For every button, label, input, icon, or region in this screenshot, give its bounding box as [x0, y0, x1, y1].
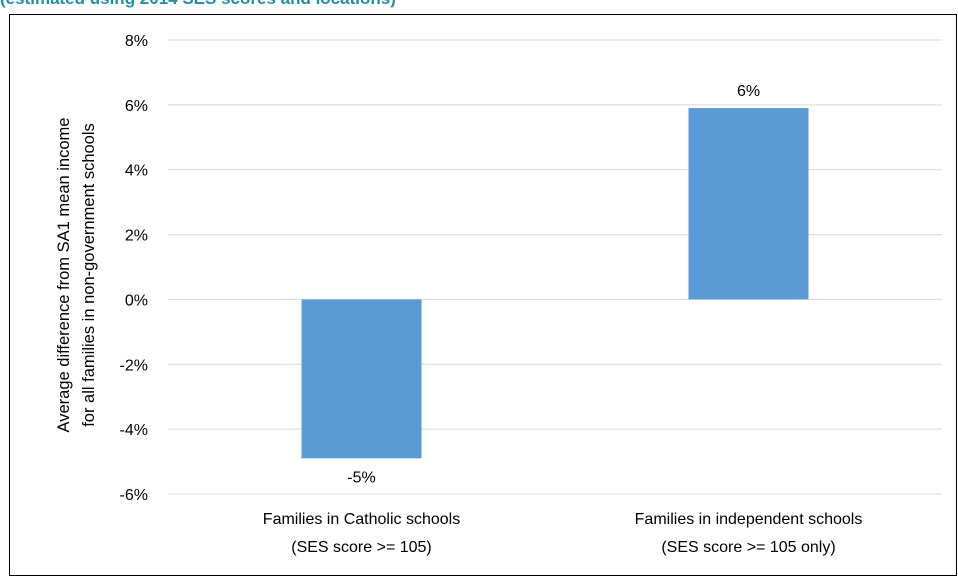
y-axis-label-line: for all families in non-government schoo… [80, 123, 98, 427]
bar [688, 108, 809, 300]
y-tick-label: 4% [125, 163, 148, 180]
y-tick-labels: 8% 6% 4% 2% 0% -2% -4% -6% [120, 33, 148, 504]
y-tick-label: 8% [125, 33, 148, 50]
y-axis-label-line: Average difference from SA1 mean income [55, 118, 73, 433]
y-tick-label: 0% [125, 292, 148, 309]
y-tick-label: 6% [125, 98, 148, 115]
x-tick-label: (SES score >= 105) [291, 539, 432, 556]
data-label: -5% [347, 469, 375, 486]
x-tick-labels: Families in Catholic schools (SES score >… [263, 511, 863, 556]
data-labels: -5% 6% [347, 83, 760, 486]
bar [301, 299, 422, 459]
data-label: 6% [737, 83, 760, 100]
bars [301, 108, 809, 459]
y-tick-label: -4% [120, 422, 148, 439]
x-tick-label: Families in Catholic schools [263, 511, 460, 528]
chart-title: (estimated using 2014 SES scores and loc… [0, 0, 396, 11]
y-tick-label: 2% [125, 228, 148, 245]
y-tick-label: -2% [120, 357, 148, 374]
x-tick-label: Families in independent schools [635, 511, 863, 528]
gridlines [168, 39, 942, 495]
x-tick-label: (SES score >= 105 only) [661, 539, 835, 556]
y-tick-label: -6% [120, 487, 148, 504]
